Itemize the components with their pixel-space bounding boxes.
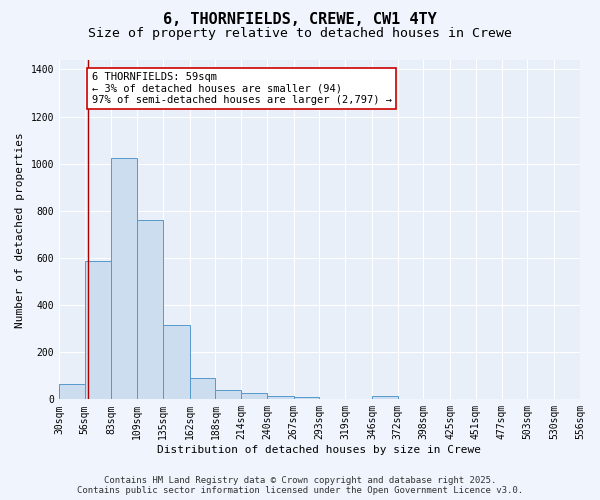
X-axis label: Distribution of detached houses by size in Crewe: Distribution of detached houses by size …: [157, 445, 481, 455]
Y-axis label: Number of detached properties: Number of detached properties: [15, 132, 25, 328]
Text: 6, THORNFIELDS, CREWE, CW1 4TY: 6, THORNFIELDS, CREWE, CW1 4TY: [163, 12, 437, 28]
Bar: [112, 158, 137, 400]
Bar: [372, 396, 398, 400]
Bar: [85, 262, 112, 400]
Text: 6 THORNFIELDS: 59sqm
← 3% of detached houses are smaller (94)
97% of semi-detach: 6 THORNFIELDS: 59sqm ← 3% of detached ho…: [92, 72, 392, 105]
Bar: [294, 397, 319, 400]
Bar: [59, 384, 85, 400]
Text: Contains HM Land Registry data © Crown copyright and database right 2025.
Contai: Contains HM Land Registry data © Crown c…: [77, 476, 523, 495]
Bar: [241, 394, 267, 400]
Bar: [163, 325, 190, 400]
Bar: [267, 396, 294, 400]
Bar: [137, 220, 163, 400]
Text: Size of property relative to detached houses in Crewe: Size of property relative to detached ho…: [88, 28, 512, 40]
Bar: [190, 378, 215, 400]
Bar: [215, 390, 241, 400]
